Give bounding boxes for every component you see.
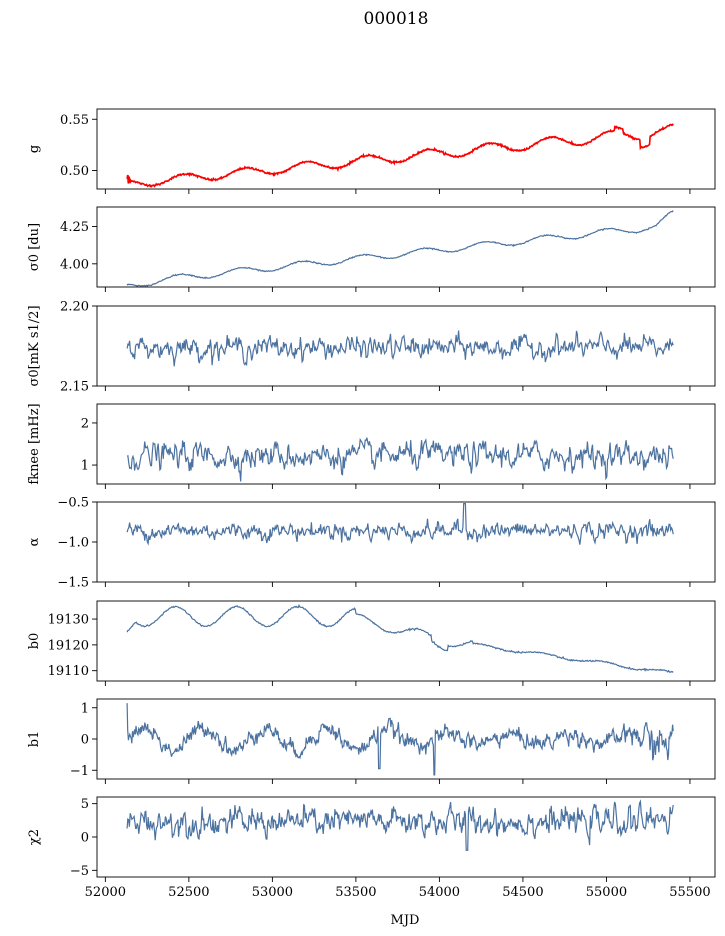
y-axis-label-sigma0: σ0 [du] [27, 223, 42, 271]
x-tick-label-6: 55000 [586, 885, 627, 900]
y-axis-label-b1: b1 [27, 731, 42, 748]
y-axis-label-chi2: χ2 [27, 829, 42, 845]
series-line-alpha [126, 503, 674, 546]
y-tick-label-fknee-0: 1 [81, 459, 89, 474]
axes-frame-chi2 [96, 796, 716, 878]
y-axis-label-fknee: fknee [mHz] [27, 403, 42, 484]
series-line-g [126, 123, 674, 188]
y-tick-label-b1-1: 0 [81, 733, 89, 748]
y-axis-label-alpha: α [27, 537, 42, 546]
x-tick-label-3: 53500 [335, 885, 376, 900]
y-axis-label-g: g [27, 145, 42, 153]
series-line-g-fit [126, 123, 674, 188]
panel-fknee: 1 2 fknee [mHz] [27, 403, 716, 489]
x-axis-label: MJD [391, 913, 420, 928]
y-tick-label-fknee-1: 2 [81, 416, 89, 431]
y-tick-label-alpha-2: −0.5 [57, 496, 89, 511]
y-tick-label-b0-2: 19130 [48, 613, 89, 628]
y-tick-label-b0-1: 19120 [48, 638, 89, 653]
x-tick-label-2: 53000 [252, 885, 293, 900]
y-tick-label-alpha-0: −1.5 [57, 576, 89, 591]
x-tick-label-0: 52000 [85, 885, 126, 900]
axes-frame-sigma0 [96, 206, 716, 288]
panel-alpha: −1.5 −1.0 −0.5 α [27, 496, 716, 591]
y-tick-label-chi2-2: 5 [81, 797, 89, 812]
series-line-b0 [126, 603, 674, 674]
series-line-sigma0 [126, 210, 674, 287]
panel-g: 0.50 0.55 g [27, 108, 716, 194]
y-axis-label-b0: b0 [27, 633, 42, 650]
axes-frame-g [96, 108, 716, 190]
y-tick-label-alpha-1: −1.0 [57, 536, 89, 551]
y-axis-label-sigma0-mk: σ0[mK s1/2] [27, 305, 42, 386]
y-tick-label-g-1: 0.55 [60, 113, 89, 128]
x-tick-label-4: 54000 [419, 885, 460, 900]
series-line-fknee [126, 437, 674, 482]
series-line-b1 [126, 703, 674, 776]
x-tick-label-5: 54500 [502, 885, 543, 900]
y-tick-label-g-0: 0.50 [60, 164, 89, 179]
series-line-chi2 [126, 799, 674, 851]
axes-frame-alpha [96, 501, 716, 583]
y-tick-label-sigma0-0: 4.00 [60, 257, 89, 272]
panel-b0: 19110 19120 19130 b0 [27, 600, 716, 686]
y-tick-label-b0-0: 19110 [48, 664, 89, 679]
panel-b1: −1 0 1 b1 [27, 698, 716, 784]
axes-frame-fknee [96, 403, 716, 485]
series-line-sigma0-mk [126, 330, 674, 367]
panel-sigma0-mk: 2.15 2.20 σ0[mK s1/2] [27, 300, 716, 395]
panel-chi2: −5 0 5 52000 52500 53000 53500 54000 54500 55000 5… [27, 796, 716, 900]
x-tick-label-7: 55500 [669, 885, 710, 900]
x-tick-label-1: 52500 [168, 885, 209, 900]
panels-group: 0.50 0.55 g 4.00 4.25 σ0 [du] 2.15 2.20 σ0[mK s1… [27, 108, 716, 900]
y-tick-label-chi2-1: 0 [81, 831, 89, 846]
y-tick-label-b1-0: −1 [70, 764, 89, 779]
axes-frame-sigma0-mk [96, 305, 716, 387]
figure-title: 000018 [364, 9, 429, 29]
y-tick-label-sigma0-mk-0: 2.15 [60, 380, 89, 395]
y-tick-label-sigma0-1: 4.25 [60, 220, 89, 235]
y-tick-label-sigma0-mk-1: 2.20 [60, 300, 89, 315]
y-tick-label-b1-2: 1 [81, 701, 89, 716]
y-tick-label-chi2-0: −5 [70, 864, 89, 879]
panel-sigma0: 4.00 4.25 σ0 [du] [27, 206, 716, 292]
axes-frame-b0 [96, 600, 716, 682]
